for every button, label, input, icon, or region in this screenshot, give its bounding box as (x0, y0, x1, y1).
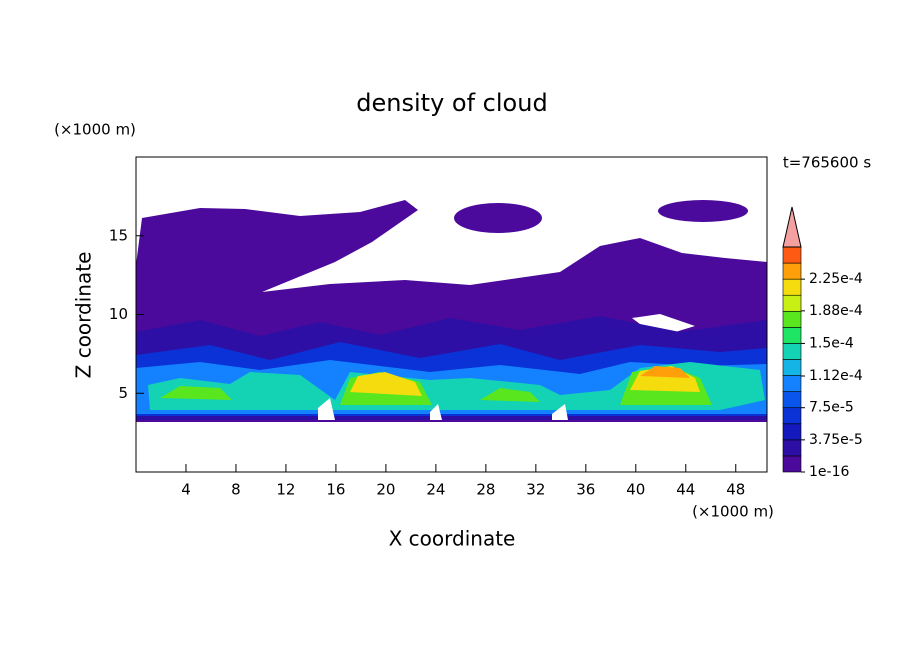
colorbar-band (782, 278, 802, 296)
contour-region (148, 362, 765, 410)
annotation: t=765600 s (783, 154, 871, 172)
colorbar-tick-label: 1.88e-4 (809, 303, 863, 319)
colorbar-tick-label: 1e-16 (809, 464, 849, 480)
x-tick-label: 28 (476, 481, 495, 499)
x-tick-label: 4 (181, 481, 191, 499)
x-tick-label: 24 (426, 481, 445, 499)
colorbar-band (782, 407, 802, 425)
contour-region (658, 200, 748, 222)
colorbar-band (782, 359, 802, 376)
colorbar-band (782, 343, 802, 360)
colorbar-band (782, 310, 802, 328)
colorbar-band (782, 327, 802, 344)
colorbar-extend (782, 206, 802, 248)
x-tick-label: 36 (576, 481, 595, 499)
x-tick-label: 44 (676, 481, 695, 499)
x-axis-label: X coordinate (389, 527, 516, 551)
y-unit: (×1000 m) (54, 121, 136, 139)
y-tick-label: 5 (118, 384, 128, 402)
x-tick-label: 8 (231, 481, 241, 499)
contour-field (136, 200, 767, 422)
x-unit: (×1000 m) (692, 503, 774, 521)
colorbar-band (782, 391, 802, 409)
colorbar-band (782, 294, 802, 312)
chart-title: density of cloud (356, 89, 547, 117)
colorbar-tick-label: 3.75e-5 (809, 432, 863, 448)
colorbar-band (782, 439, 802, 457)
y-axis-label: Z coordinate (72, 252, 96, 379)
y-tick-label: 10 (109, 305, 128, 323)
colorbar-band (782, 262, 802, 280)
colorbar-tick-label: 1.12e-4 (809, 368, 863, 384)
contour-region (454, 203, 542, 233)
x-tick-label: 12 (276, 481, 295, 499)
colorbar-band (782, 246, 802, 264)
colorbar-band (782, 455, 802, 473)
colorbar-tick-label: 2.25e-4 (809, 271, 863, 287)
y-tick-label: 15 (109, 226, 128, 244)
colorbar-tick-label: 1.5e-4 (809, 335, 854, 351)
x-tick-label: 20 (376, 481, 395, 499)
colorbar-band (782, 375, 802, 392)
x-tick-label: 40 (626, 481, 645, 499)
x-tick-label: 16 (326, 481, 345, 499)
x-tick-label: 32 (526, 481, 545, 499)
x-tick-label: 48 (726, 481, 745, 499)
colorbar-band (782, 423, 802, 441)
colorbar-tick-label: 7.5e-5 (809, 400, 854, 416)
contour-region (640, 366, 690, 378)
